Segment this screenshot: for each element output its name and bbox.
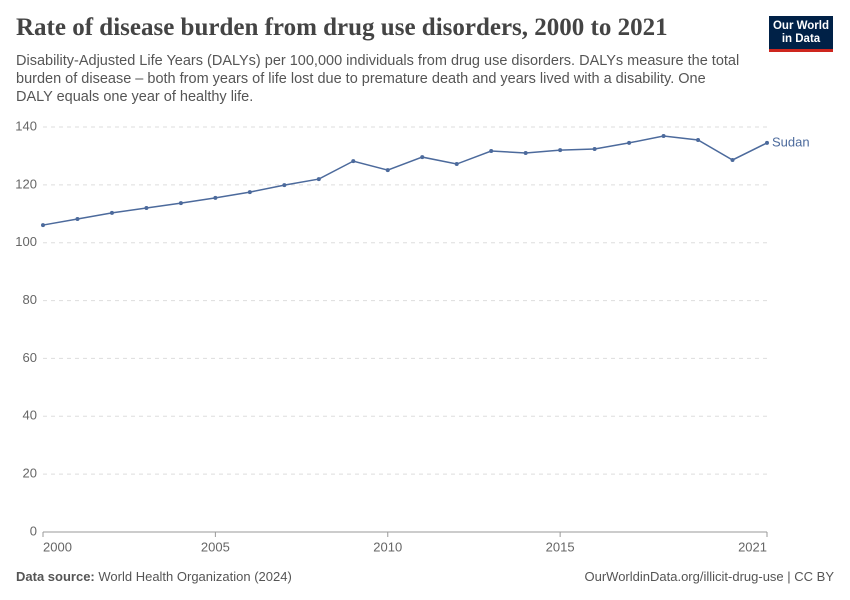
- y-tick-label: 140: [15, 118, 37, 133]
- series-label: Sudan: [772, 134, 810, 149]
- point: [213, 195, 218, 200]
- y-tick-label: 20: [23, 466, 37, 481]
- point: [489, 149, 494, 154]
- point: [109, 210, 114, 215]
- source-label: Data source:: [16, 569, 95, 584]
- x-tick-label: 2010: [373, 539, 402, 554]
- y-tick-label: 120: [15, 176, 37, 191]
- point: [558, 148, 563, 153]
- point: [523, 151, 528, 156]
- point: [316, 177, 321, 182]
- x-tick-label: 2005: [201, 539, 230, 554]
- y-tick-label: 40: [23, 408, 37, 423]
- logo-text: in Data: [781, 33, 821, 45]
- y-tick-label: 60: [23, 350, 37, 365]
- point: [41, 223, 45, 228]
- y-tick-label: 80: [23, 292, 37, 307]
- chart-title: Rate of disease burden from drug use dis…: [16, 14, 668, 41]
- point: [661, 133, 666, 138]
- source: World Health Organization (2024): [98, 569, 292, 584]
- x-tick-label: 2021: [738, 539, 767, 554]
- logo-text: Our World: [772, 20, 829, 32]
- point: [75, 216, 80, 221]
- y-tick-label: 100: [15, 234, 37, 249]
- point: [765, 140, 769, 145]
- point: [730, 157, 735, 162]
- point: [420, 155, 425, 160]
- chart-subtitle: Disability-Adjusted Life Years (DALYs) p…: [16, 53, 740, 105]
- point: [454, 162, 459, 167]
- point: [282, 183, 287, 188]
- line: [42, 135, 768, 226]
- point: [144, 206, 149, 210]
- point: [627, 140, 632, 145]
- logo[interactable]: Our World in Data: [769, 16, 833, 52]
- footer-source: Data source: World Health Organization (…: [16, 569, 292, 584]
- point: [592, 146, 597, 151]
- x-tick-label: 2000: [43, 539, 72, 554]
- point: [696, 138, 701, 143]
- point: [247, 190, 252, 195]
- point: [351, 159, 356, 164]
- point: [385, 168, 390, 173]
- footer-url[interactable]: OurWorldinData.org/illicit-drug-use | CC…: [584, 569, 835, 584]
- y-tick-label: 0: [30, 523, 37, 538]
- point: [178, 201, 183, 206]
- x-tick-label: 2015: [546, 539, 575, 554]
